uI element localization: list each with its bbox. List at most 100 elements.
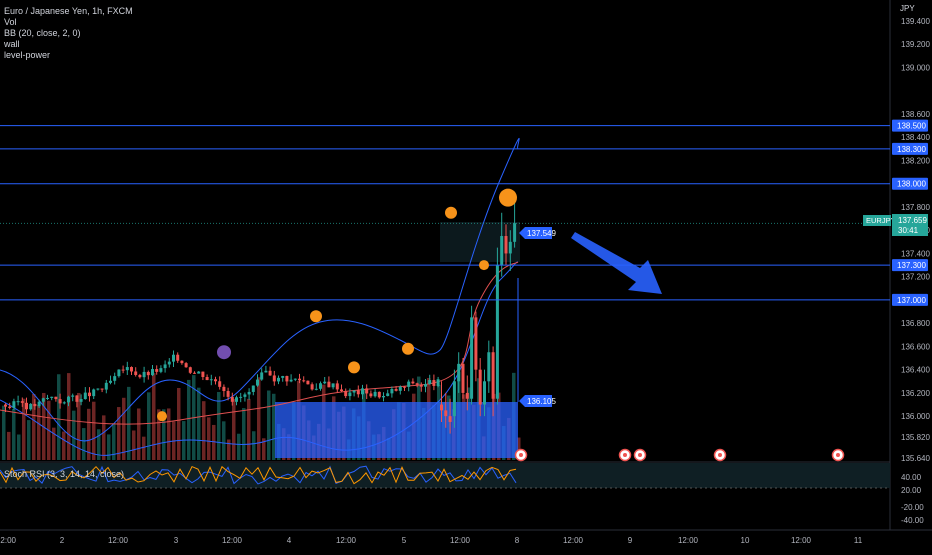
rsi-legend[interactable]: Stoch RSI (3, 3, 14, 14, close) bbox=[4, 469, 125, 479]
candle-body bbox=[428, 380, 432, 385]
price-tick-label: 136.200 bbox=[901, 389, 930, 398]
candle-body bbox=[226, 391, 230, 397]
signal-marker-icon bbox=[217, 345, 231, 360]
volume-bar bbox=[112, 423, 116, 460]
price-candles bbox=[4, 201, 517, 434]
signal-markers bbox=[157, 188, 845, 462]
symbol-tag-label: EURJPY bbox=[866, 216, 896, 225]
candle-body bbox=[335, 383, 339, 390]
candle-body bbox=[251, 385, 255, 392]
candle-body bbox=[293, 378, 297, 380]
price-tick-label: 139.000 bbox=[901, 63, 930, 72]
volume-bar bbox=[97, 429, 101, 460]
candle-body bbox=[142, 371, 146, 378]
candle-body bbox=[205, 377, 209, 381]
time-tick-label: 3 bbox=[174, 536, 179, 545]
candle-body bbox=[403, 386, 406, 388]
price-tick-label: 139.200 bbox=[901, 40, 930, 49]
candle-body bbox=[465, 392, 469, 399]
price-tick-label: 136.000 bbox=[901, 412, 930, 421]
price-tick-label: 136.600 bbox=[901, 342, 930, 351]
volume-bar bbox=[272, 393, 276, 460]
candle-body bbox=[172, 354, 175, 362]
candle-body bbox=[260, 372, 264, 380]
candle-body bbox=[16, 401, 20, 403]
event-flag-dot bbox=[623, 453, 627, 457]
candle-body bbox=[352, 390, 356, 393]
candle-body bbox=[302, 380, 306, 382]
candle-body bbox=[470, 317, 474, 399]
forecast-arrow-icon bbox=[571, 232, 662, 294]
level-price-text: 137.300 bbox=[897, 261, 926, 270]
candle-body bbox=[398, 386, 402, 391]
volume-bar bbox=[202, 401, 206, 460]
candle-body bbox=[436, 379, 440, 386]
level-price-text: 137.000 bbox=[897, 296, 926, 305]
candle-body bbox=[340, 389, 343, 392]
candle-body bbox=[4, 404, 7, 407]
volume-bar bbox=[12, 408, 16, 460]
legend-vol: Vol bbox=[4, 17, 17, 27]
level-price-text: 138.500 bbox=[897, 122, 926, 131]
candle-body bbox=[356, 390, 360, 395]
zone-upper-shade bbox=[440, 222, 520, 262]
candle-body bbox=[314, 388, 318, 390]
candle-body bbox=[75, 395, 79, 402]
volume-bar bbox=[137, 408, 141, 460]
level-price-tag bbox=[892, 293, 928, 306]
candle-body bbox=[62, 402, 66, 404]
signal-marker-icon bbox=[348, 361, 360, 374]
volume-bar bbox=[27, 420, 31, 460]
level-price-tag bbox=[892, 177, 928, 190]
candle-body bbox=[134, 371, 138, 375]
volume-bar bbox=[262, 438, 266, 460]
price-tick-label: 138.600 bbox=[901, 110, 930, 119]
level-lines[interactable]: 138.500 138.300 138.000 137.300 137.000 bbox=[0, 119, 928, 306]
volume-bar bbox=[242, 408, 246, 460]
candle-body bbox=[495, 265, 499, 399]
candle-body bbox=[180, 360, 184, 364]
zone-label-lower-text: 136.105 bbox=[527, 397, 556, 406]
price-tick-label: 139.400 bbox=[901, 17, 930, 26]
volume-bar bbox=[87, 408, 91, 460]
candle-body bbox=[151, 369, 154, 376]
price-tick-label: 138.400 bbox=[901, 133, 930, 142]
volume-bar bbox=[187, 379, 191, 460]
price-axis[interactable]: 139.400 139.200 139.000 138.600 138.400 138.2… bbox=[863, 17, 930, 525]
candle-body bbox=[474, 317, 478, 370]
indicator-legend[interactable]: Euro / Japanese Yen, 1h, FXCM Vol BB (20… bbox=[4, 6, 133, 61]
volume-bar bbox=[17, 434, 21, 460]
time-tick-label: 12:00 bbox=[222, 536, 243, 545]
candle-body bbox=[201, 371, 205, 378]
candle-body bbox=[504, 236, 508, 254]
candle-body bbox=[310, 384, 314, 390]
volume-bar bbox=[222, 421, 226, 460]
candle-body bbox=[96, 388, 100, 390]
price-tick-label: 137.400 bbox=[901, 249, 930, 258]
zone-rect bbox=[275, 402, 518, 458]
candle-body bbox=[483, 381, 486, 405]
candle-body bbox=[188, 367, 192, 373]
signal-marker-icon bbox=[402, 342, 414, 355]
candle-body bbox=[361, 388, 364, 395]
price-tag-countdown: 30:41 bbox=[898, 226, 919, 235]
candle-body bbox=[348, 392, 352, 397]
time-axis[interactable]: 12:00 2 12:00 3 12:00 4 12:00 5 12:00 8 12:00 9 12:0… bbox=[0, 536, 863, 545]
volume-bar bbox=[517, 437, 521, 460]
candle-body bbox=[163, 364, 167, 369]
candle-body bbox=[79, 399, 83, 402]
time-tick-label: 10 bbox=[741, 536, 750, 545]
candle-body bbox=[377, 391, 381, 398]
time-tick-label: 12:00 bbox=[108, 536, 129, 545]
candle-body bbox=[452, 381, 456, 417]
candle-body bbox=[444, 410, 448, 417]
candle-body bbox=[159, 368, 163, 372]
candle-body bbox=[197, 371, 201, 374]
candle-body bbox=[184, 363, 188, 368]
candle-body bbox=[41, 398, 45, 402]
volume-bar bbox=[267, 390, 271, 460]
price-tag-bg bbox=[892, 214, 928, 236]
bb-lower bbox=[0, 261, 519, 456]
candle-body bbox=[289, 379, 293, 382]
